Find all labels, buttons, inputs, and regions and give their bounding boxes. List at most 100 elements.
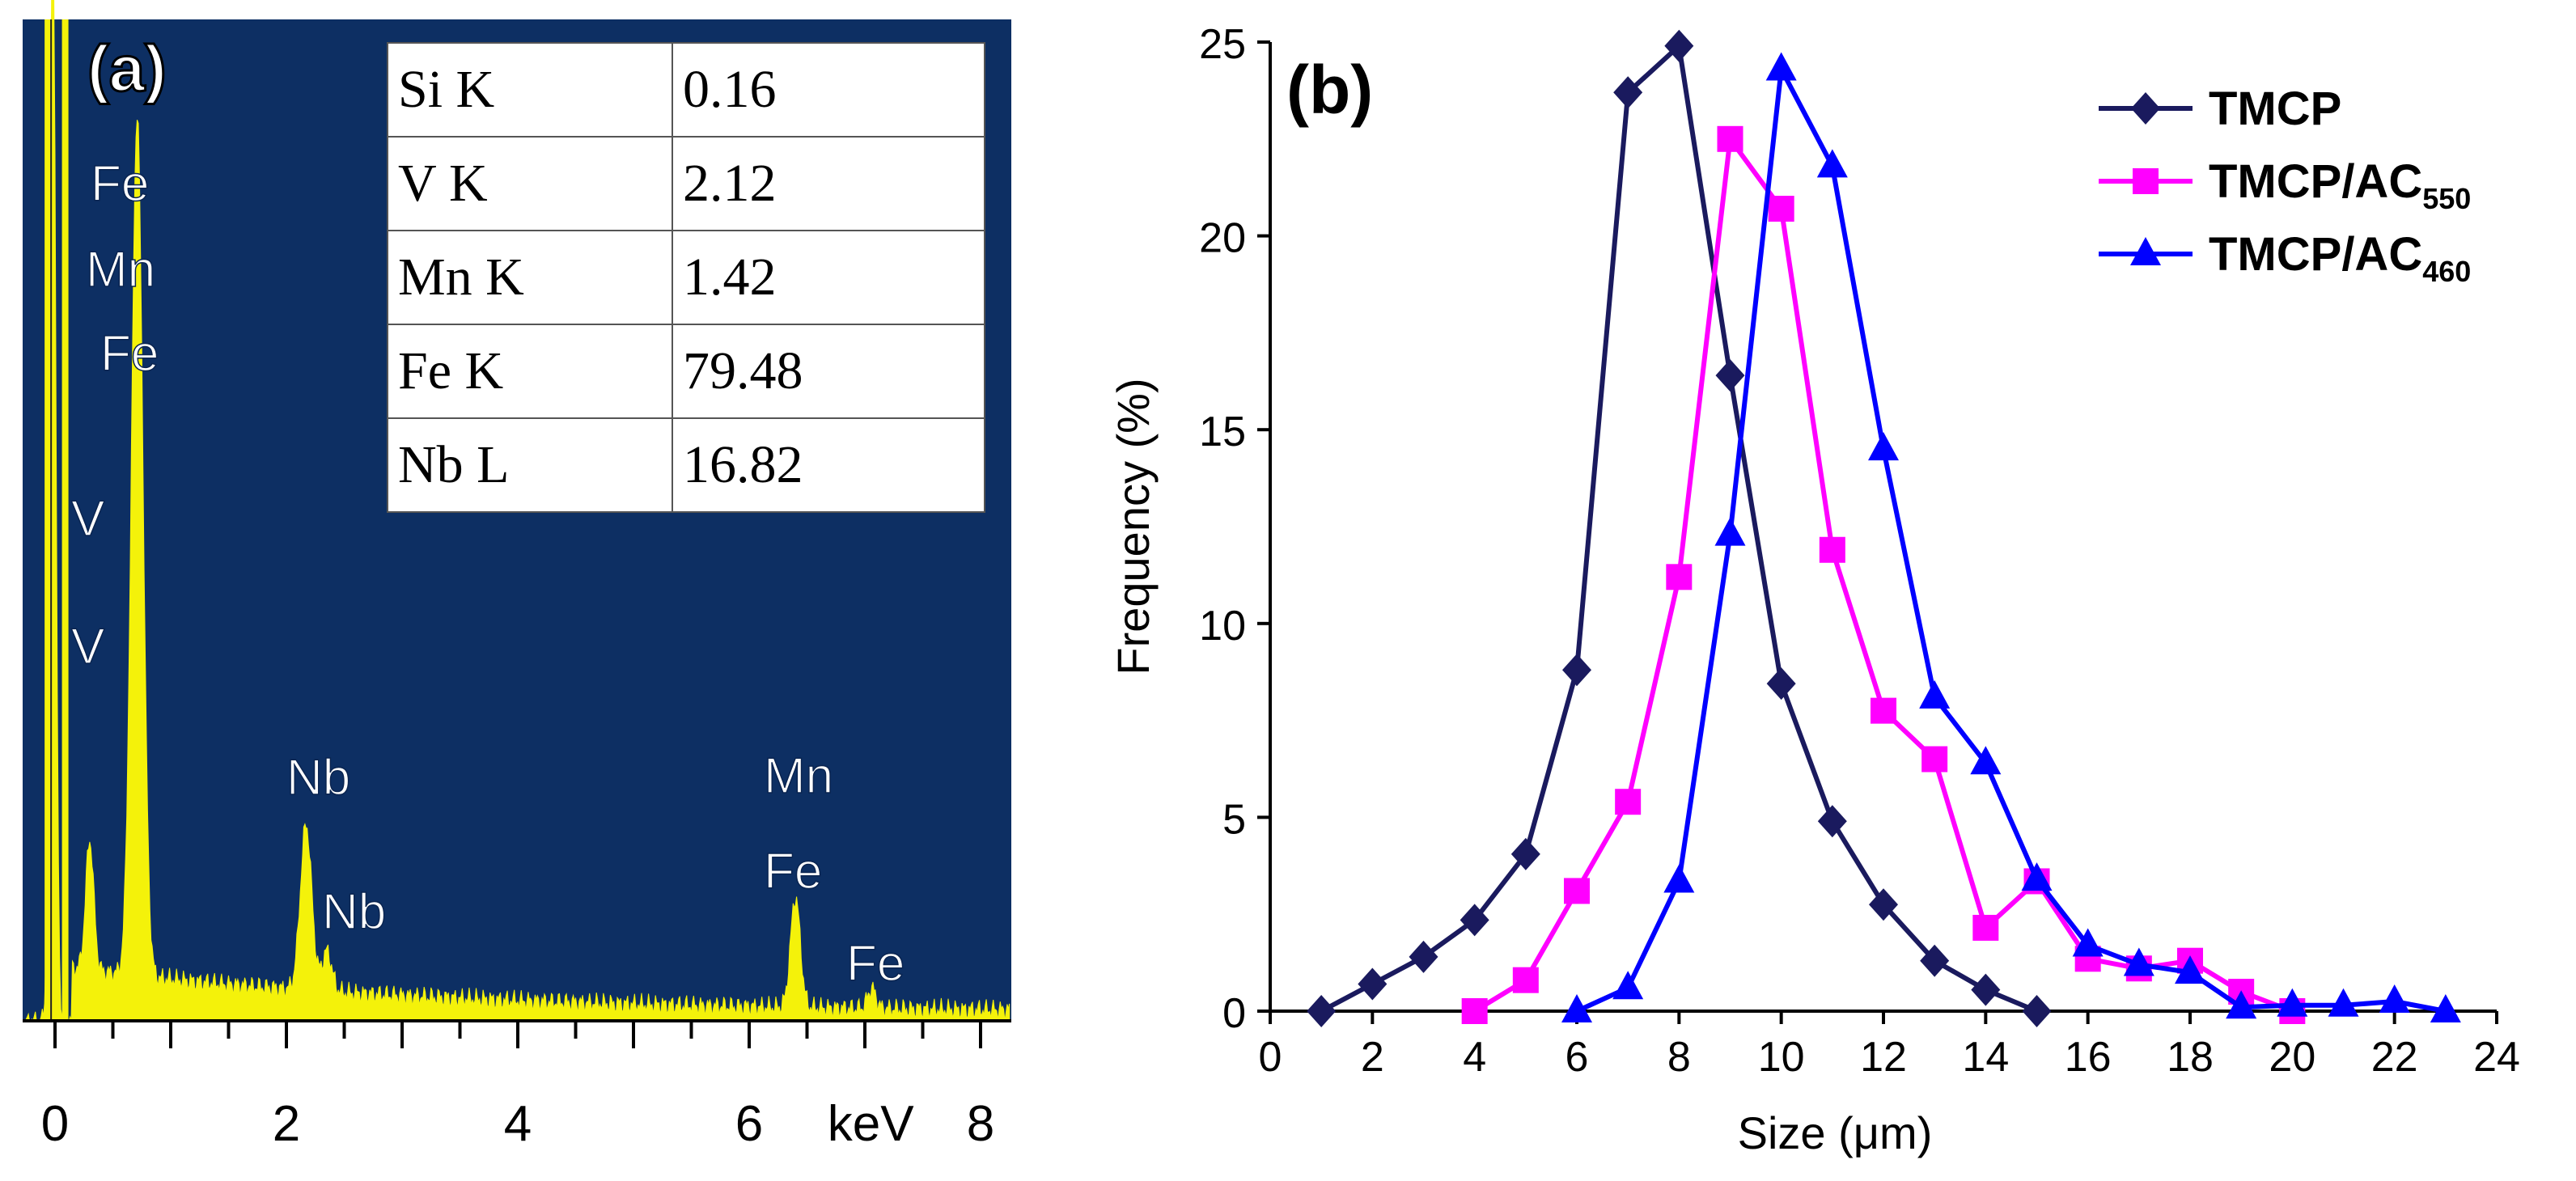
data-point — [2379, 984, 2410, 1014]
spectrum-area — [25, 0, 1010, 1022]
y-tick-label: 0 — [1222, 990, 1246, 1037]
x-tick-label: 24 — [2473, 1034, 2520, 1081]
data-point — [1717, 125, 1743, 152]
x-tick-label: 12 — [1860, 1034, 1907, 1081]
y-axis-label: Frequency (%) — [1108, 378, 1159, 675]
y-tick-label: 20 — [1199, 215, 1246, 262]
peak-label-nb1: Nb — [286, 750, 350, 806]
value-cell: 1.42 — [672, 230, 985, 325]
data-point — [1715, 359, 1745, 392]
peak-label-fe3: Fe — [764, 844, 822, 900]
series-line — [1473, 136, 2294, 1014]
data-point — [1816, 149, 1848, 178]
data-point — [2226, 990, 2257, 1019]
legend-label: TMCP/AC550 — [2209, 155, 2471, 215]
x-tick-label: 18 — [2167, 1034, 2214, 1081]
peak-label-fe4: Fe — [846, 936, 905, 992]
x-tick-label: 14 — [1962, 1034, 2009, 1081]
table-row: Fe K 79.48 — [387, 324, 985, 419]
energy-tick-label: 2 — [273, 1096, 300, 1152]
x-tick-label: 16 — [2065, 1034, 2112, 1081]
data-point — [1766, 667, 1796, 701]
data-point — [1921, 746, 1948, 773]
data-point — [1612, 971, 1644, 1000]
spectrum-trace — [25, 0, 1010, 1022]
legend-label-text: TMCP/AC — [2209, 155, 2422, 208]
legend-label-text: TMCP — [2209, 83, 2341, 135]
series-line — [1575, 66, 2447, 1014]
data-point — [2175, 955, 2205, 984]
y-tick-label: 5 — [1222, 796, 1246, 843]
panel-a-label: (a) — [87, 32, 167, 104]
element-cell: Si K — [387, 42, 673, 138]
x-tick-label: 8 — [1667, 1034, 1691, 1081]
legend-label-text: TMCP/AC — [2209, 228, 2422, 281]
data-point — [1765, 52, 1797, 81]
energy-tick-label: 8 — [967, 1096, 994, 1152]
data-point — [1663, 864, 1695, 893]
data-point — [1512, 967, 1539, 993]
data-point — [1871, 697, 1896, 724]
data-point — [2123, 947, 2154, 976]
data-point — [2072, 928, 2104, 957]
data-point — [1615, 789, 1642, 815]
data-point — [1714, 517, 1746, 546]
peak-label-fe2: Fe — [100, 326, 159, 382]
data-point — [1819, 536, 1845, 563]
chart-series — [1307, 29, 2461, 1027]
x-tick-label: 0 — [1259, 1034, 1282, 1081]
data-point — [1664, 29, 1694, 62]
energy-tick-label: 0 — [41, 1096, 69, 1152]
data-point — [1613, 76, 1643, 109]
legend-label-subscript: 460 — [2422, 255, 2471, 288]
y-tick-label: 15 — [1199, 408, 1246, 455]
data-point — [1460, 904, 1489, 937]
value-cell: 2.12 — [672, 136, 985, 231]
peak-label-mn2: Mn — [764, 748, 833, 804]
data-point — [1919, 679, 1951, 709]
element-cell: V K — [387, 136, 673, 231]
value-cell: 0.16 — [672, 42, 985, 138]
data-point — [1971, 973, 2001, 1006]
table-row: Si K 0.16 — [387, 42, 985, 138]
series-1 — [1307, 29, 2052, 1027]
element-cell: Mn K — [387, 230, 673, 325]
legend-marker — [2131, 92, 2160, 125]
data-point — [2430, 994, 2461, 1022]
data-point — [1768, 196, 1794, 222]
x-axis-label: Size (μm) — [1738, 1107, 1933, 1158]
peak-label-mn1: Mn — [86, 242, 155, 298]
data-point — [1666, 564, 1693, 590]
data-point — [2021, 862, 2053, 891]
data-point — [2022, 995, 2052, 1027]
energy-axis: 0 2 4 6 8 keV — [23, 1019, 1011, 1152]
table-row: Nb L 16.82 — [387, 417, 985, 513]
data-point — [1970, 746, 2002, 775]
energy-tick-label: 6 — [735, 1096, 763, 1152]
data-point — [2328, 988, 2359, 1017]
peak-label-v2: V — [71, 619, 105, 675]
y-tick-label: 10 — [1199, 603, 1246, 650]
data-point — [1561, 994, 1592, 1022]
element-cell: Nb L — [387, 417, 673, 513]
composition-table: Si K 0.16 V K 2.12 Mn K 1.42 Fe K 79.48 Nb L 16.8… — [387, 42, 985, 513]
legend-marker — [2133, 168, 2159, 194]
data-point — [1461, 998, 1488, 1024]
table-row: V K 2.12 — [387, 136, 985, 231]
legend-label: TMCP — [2209, 83, 2341, 135]
x-tick-label: 6 — [1566, 1034, 1589, 1081]
peak-label-fe1: Fe — [91, 156, 149, 212]
data-point — [1869, 888, 1898, 921]
data-point — [2277, 988, 2308, 1017]
x-tick-label: 10 — [1758, 1034, 1805, 1081]
panel-b-label: (b) — [1286, 52, 1373, 128]
size-distribution-panel: 0 5 10 15 20 25 0 2 4 6 8 10 12 14 16 18 20 22 24 Size (μm)… — [1027, 0, 2576, 1177]
data-point — [1307, 995, 1337, 1027]
legend-marker — [2130, 237, 2161, 265]
x-tick-label: 4 — [1463, 1034, 1486, 1081]
value-cell: 16.82 — [672, 417, 985, 513]
data-point — [1510, 837, 1540, 870]
